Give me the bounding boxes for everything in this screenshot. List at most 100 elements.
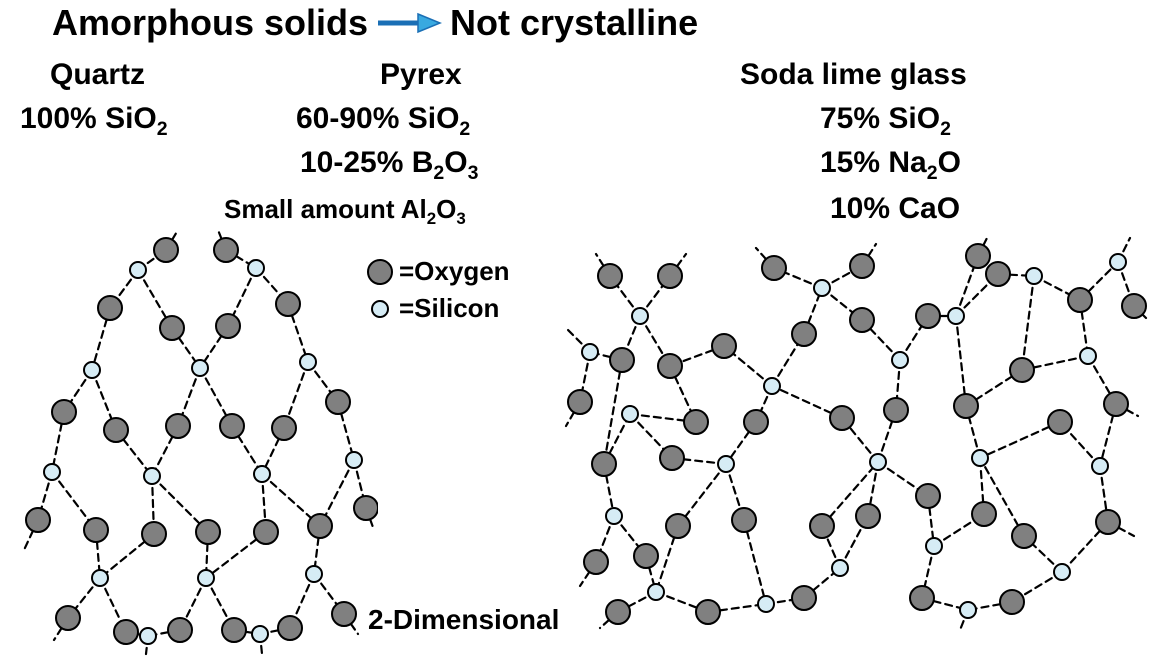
oxygen-atom bbox=[216, 314, 240, 338]
oxygen-atom bbox=[792, 322, 816, 346]
oxygen-atom bbox=[84, 518, 108, 542]
oxygen-atom bbox=[154, 238, 178, 262]
silicon-atom bbox=[582, 344, 598, 360]
oxygen-atom bbox=[660, 446, 684, 470]
oxygen-atom bbox=[166, 414, 190, 438]
oxygen-atom bbox=[850, 254, 874, 278]
oxygen-atom bbox=[220, 414, 244, 438]
silicon-atom bbox=[84, 362, 100, 378]
oxygen-atom bbox=[810, 514, 834, 538]
title-left: Amorphous solids bbox=[52, 2, 368, 44]
oxygen-atom bbox=[114, 620, 138, 644]
oxygen-atom bbox=[658, 264, 682, 288]
oxygen-atom bbox=[658, 354, 682, 378]
silicon-atom bbox=[1054, 564, 1070, 580]
oxygen-atom bbox=[634, 544, 658, 568]
silicon-atom bbox=[254, 466, 270, 482]
network-crystalline bbox=[18, 230, 378, 660]
oxygen-atom bbox=[916, 304, 940, 328]
oxygen-atom bbox=[856, 504, 880, 528]
silicon-atom bbox=[140, 628, 156, 644]
silicon-atom bbox=[948, 308, 964, 324]
oxygen-atom bbox=[52, 400, 76, 424]
oxygen-atom bbox=[332, 602, 356, 626]
oxygen-atom bbox=[986, 262, 1010, 286]
oxygen-atom bbox=[592, 452, 616, 476]
silicon-atom bbox=[814, 280, 830, 296]
oxygen-atom bbox=[972, 502, 996, 526]
oxygen-atom bbox=[606, 600, 630, 624]
oxygen-atom bbox=[598, 264, 622, 288]
silicon-atom bbox=[1026, 268, 1042, 284]
silicon-atom bbox=[758, 596, 774, 612]
silicon-atom bbox=[972, 450, 988, 466]
col-header-pyrex: Pyrex bbox=[380, 58, 462, 92]
soda-line-2: 15% Na2O bbox=[820, 146, 961, 185]
oxygen-atom bbox=[792, 586, 816, 610]
oxygen-atom bbox=[884, 398, 908, 422]
oxygen-atom bbox=[910, 586, 934, 610]
oxygen-atom bbox=[850, 308, 874, 332]
oxygen-atom bbox=[830, 406, 854, 430]
col-header-soda: Soda lime glass bbox=[740, 58, 967, 92]
oxygen-atom bbox=[354, 496, 378, 520]
network-amorphous bbox=[560, 226, 1154, 656]
silicon-atom bbox=[300, 354, 316, 370]
oxygen-atom bbox=[222, 618, 246, 642]
silicon-atom bbox=[764, 378, 780, 394]
silicon-atom bbox=[252, 626, 268, 642]
oxygen-atom bbox=[196, 520, 220, 544]
silicon-atom bbox=[248, 260, 264, 276]
silicon-atom bbox=[130, 262, 146, 278]
silicon-atom bbox=[960, 602, 976, 618]
oxygen-atom bbox=[744, 410, 768, 434]
oxygen-atom bbox=[568, 390, 592, 414]
oxygen-atom bbox=[1012, 524, 1036, 548]
pyrex-line-2: 10-25% B2O3 bbox=[300, 146, 478, 185]
silicon-atom bbox=[632, 308, 648, 324]
oxygen-atom bbox=[1068, 288, 1092, 312]
legend: =Oxygen =Silicon bbox=[365, 256, 510, 330]
oxygen-atom bbox=[214, 238, 238, 262]
oxygen-atom bbox=[26, 508, 50, 532]
silicon-atom bbox=[144, 468, 160, 484]
oxygen-atom bbox=[584, 550, 608, 574]
oxygen-atom bbox=[1000, 590, 1024, 614]
silicon-atom bbox=[870, 454, 886, 470]
oxygen-atom bbox=[1010, 358, 1034, 382]
silicon-atom bbox=[622, 406, 638, 422]
bottom-label: 2-Dimensional bbox=[368, 604, 559, 636]
quartz-line-1: 100% SiO2 bbox=[20, 102, 168, 141]
legend-silicon: =Silicon bbox=[365, 293, 510, 324]
pyrex-line-3: Small amount Al2O3 bbox=[224, 194, 466, 229]
silicon-atom bbox=[606, 508, 622, 524]
oxygen-atom bbox=[272, 416, 296, 440]
legend-oxygen-label: =Oxygen bbox=[399, 256, 510, 287]
arrow-icon bbox=[376, 12, 442, 34]
silicon-atom bbox=[648, 584, 664, 600]
oxygen-atom bbox=[1104, 392, 1128, 416]
silicon-atom bbox=[1110, 254, 1126, 270]
silicon-atom bbox=[306, 566, 322, 582]
oxygen-atom bbox=[254, 520, 278, 544]
oxygen-atom bbox=[98, 296, 122, 320]
soda-line-1: 75% SiO2 bbox=[820, 102, 951, 141]
oxygen-atom bbox=[276, 292, 300, 316]
oxygen-atom bbox=[696, 600, 720, 624]
oxygen-atom bbox=[916, 484, 940, 508]
legend-oxygen: =Oxygen bbox=[365, 256, 510, 287]
silicon-atom bbox=[832, 560, 848, 576]
oxygen-atom bbox=[168, 618, 192, 642]
silicon-atom bbox=[92, 570, 108, 586]
oxygen-atom bbox=[1048, 410, 1072, 434]
oxygen-atom bbox=[762, 256, 786, 280]
silicon-atom bbox=[892, 352, 908, 368]
oxygen-atom bbox=[104, 418, 128, 442]
col-header-quartz: Quartz bbox=[50, 58, 145, 92]
silicon-atom bbox=[44, 464, 60, 480]
silicon-atom bbox=[346, 452, 362, 468]
oxygen-atom bbox=[56, 606, 80, 630]
silicon-atom bbox=[718, 456, 734, 472]
oxygen-atom bbox=[666, 514, 690, 538]
oxygen-atom bbox=[966, 244, 990, 268]
